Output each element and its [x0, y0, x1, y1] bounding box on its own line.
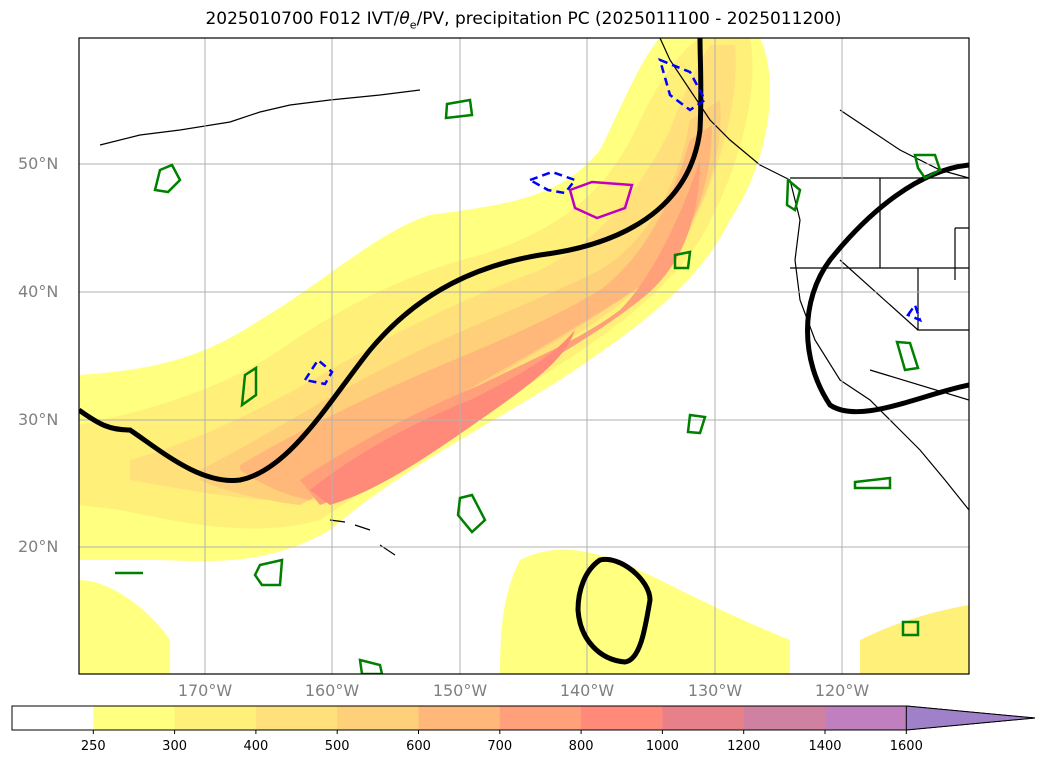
colorbar-tick-label: 1000 [645, 739, 679, 754]
lat-label-40: 40°N [18, 282, 59, 301]
graticule [79, 38, 969, 674]
colorbar [11, 705, 1036, 734]
colorbar-swatch [418, 706, 501, 730]
lon-label-140w: 140°W [559, 681, 615, 700]
colorbar-tick-label: 500 [324, 739, 350, 754]
coastlines [99, 38, 969, 556]
lat-label-20: 20°N [18, 537, 59, 556]
colorbar-tick-label: 400 [243, 739, 269, 754]
colorbar-tick-label: 1200 [727, 739, 761, 754]
colorbar-swatch [825, 706, 907, 730]
lon-label-150w: 150°W [432, 681, 488, 700]
lon-label-170w: 170°W [177, 681, 233, 700]
colorbar-tick-label: 1600 [889, 739, 923, 754]
lon-label-120w: 120°W [814, 681, 870, 700]
lon-label-160w: 160°W [304, 681, 360, 700]
theta-e-contours [115, 98, 942, 674]
colorbar-swatch [255, 706, 338, 730]
colorbar-tick-label: 700 [487, 739, 513, 754]
map-frame [78, 37, 970, 675]
colorbar-swatch [174, 706, 257, 730]
lon-label-130w: 130°W [687, 681, 743, 700]
colorbar-swatch [581, 706, 663, 730]
colorbar-swatch [12, 706, 94, 730]
map-title: 2025010700 F012 IVT/θe/PV, precipitation… [205, 9, 842, 32]
colorbar-swatch [337, 706, 419, 730]
pv-contours [79, 38, 969, 665]
colorbar-swatch [662, 706, 745, 730]
colorbar-tick-label: 600 [406, 739, 431, 754]
colorbar-swatch [499, 706, 582, 730]
colorbar-swatch [743, 706, 826, 730]
colorbar-swatch [93, 706, 176, 730]
lat-label-30: 30°N [18, 410, 59, 429]
colorbar-tick-label: 300 [162, 739, 187, 754]
colorbar-tick-label: 250 [80, 739, 106, 754]
magenta-contour [568, 180, 634, 220]
colorbar-tick-label: 800 [568, 739, 594, 754]
lat-label-50: 50°N [18, 154, 59, 173]
colorbar-tick-label: 1400 [808, 739, 842, 754]
dashed-contours [302, 57, 923, 386]
